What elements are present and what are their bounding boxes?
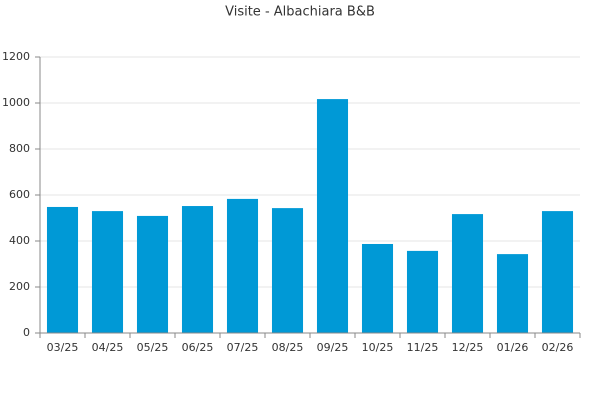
x-tick-label: 02/26 [542, 341, 574, 354]
bar [451, 214, 484, 333]
bar [541, 211, 574, 333]
x-tick-label: 04/25 [92, 341, 124, 354]
bar [271, 208, 304, 333]
x-tick-label: 11/25 [407, 341, 439, 354]
y-tick-label: 400 [9, 234, 30, 247]
x-tick-label: 01/26 [497, 341, 529, 354]
chart-title: Visite - Albachiara B&B [225, 5, 375, 20]
bar [46, 206, 79, 333]
y-tick-label: 1000 [2, 96, 30, 109]
x-tick-label: 07/25 [227, 341, 259, 354]
bar [181, 206, 214, 333]
x-tick-label: 06/25 [182, 341, 214, 354]
bar [406, 250, 439, 333]
x-tick-label: 09/25 [317, 341, 349, 354]
x-tick-label: 03/25 [47, 341, 79, 354]
bar [136, 215, 169, 333]
y-tick-label: 200 [9, 280, 30, 293]
y-tick-label: 1200 [2, 50, 30, 63]
y-tick-label: 800 [9, 142, 30, 155]
x-tick-label: 08/25 [272, 341, 304, 354]
bar [226, 198, 259, 333]
x-tick-label: 12/25 [452, 341, 484, 354]
y-tick-label: 0 [23, 326, 30, 339]
y-tick-label: 600 [9, 188, 30, 201]
x-tick-label: 10/25 [362, 341, 394, 354]
bar [361, 243, 394, 333]
bar [91, 211, 124, 333]
bar [316, 99, 349, 333]
bar [496, 254, 529, 333]
x-tick-label: 05/25 [137, 341, 169, 354]
